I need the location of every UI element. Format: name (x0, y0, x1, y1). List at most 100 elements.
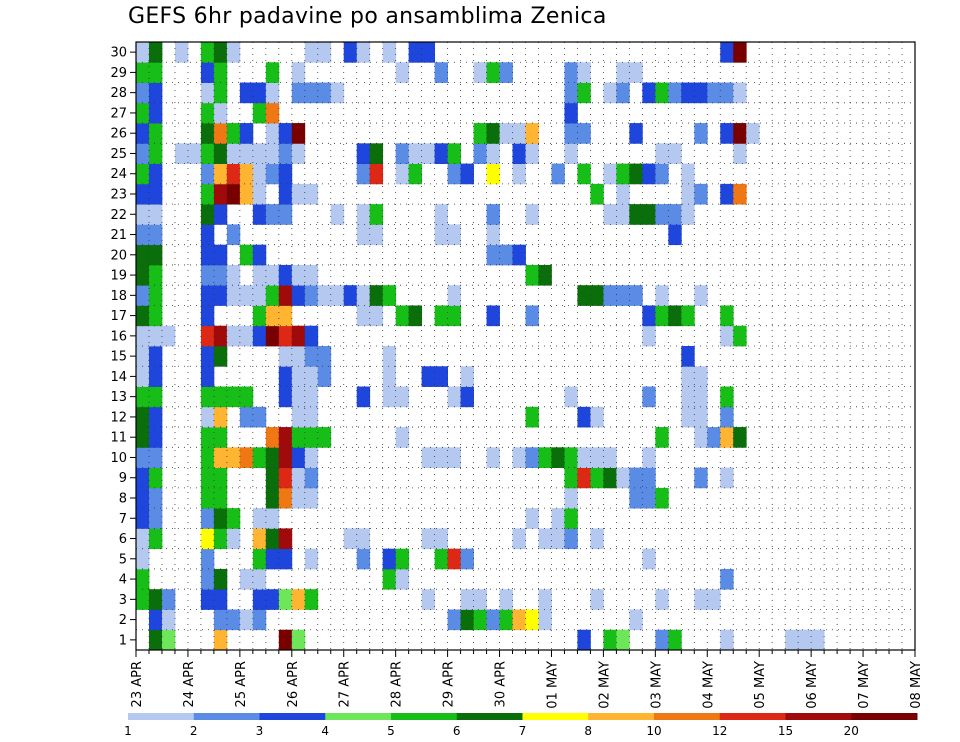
heatmap-cell (616, 163, 630, 185)
heatmap-cell (720, 325, 734, 347)
heatmap-cell (447, 305, 461, 327)
legend-threshold-label: 12 (712, 724, 727, 738)
heatmap-cell (252, 528, 267, 550)
heatmap-cell (200, 183, 215, 205)
heatmap-cell (148, 244, 163, 266)
heatmap-cell (395, 62, 410, 83)
heatmap-cell (265, 102, 280, 124)
heatmap-cell (148, 264, 163, 286)
heatmap-cell (200, 325, 215, 347)
heatmap-cell (252, 82, 267, 104)
heatmap-cell (564, 386, 578, 408)
heatmap-cell (200, 102, 215, 124)
x-tick-label: 27 APR (338, 661, 353, 707)
heatmap-cell (395, 163, 410, 185)
heatmap-cell (369, 305, 384, 327)
heatmap-cell (369, 224, 384, 246)
heatmap-cell (395, 548, 410, 570)
heatmap-cell (278, 487, 293, 509)
heatmap-cell (486, 244, 500, 266)
heatmap-cell (512, 528, 526, 550)
heatmap-cell (291, 589, 306, 610)
heatmap-cell (278, 427, 293, 448)
heatmap-cell (200, 447, 215, 468)
heatmap-cell (148, 589, 163, 610)
heatmap-cell (694, 427, 708, 448)
heatmap-cell (486, 609, 500, 631)
y-axis: 1234567891011121314151617181920212223242… (110, 46, 136, 648)
heatmap-cell (655, 163, 669, 185)
heatmap-cell (447, 386, 461, 408)
heatmap-cell (148, 487, 163, 509)
x-tick-label: 28 APR (390, 661, 405, 707)
heatmap-cell (564, 143, 578, 164)
heatmap-cell (187, 143, 202, 164)
heatmap-cell (707, 589, 721, 610)
heatmap-cell (720, 123, 734, 144)
heatmap-cell (291, 366, 306, 387)
x-tick-label: 05 MAY (753, 661, 768, 709)
y-tick-label: 29 (110, 66, 127, 81)
heatmap-cell (590, 447, 604, 468)
heatmap-cell (369, 285, 384, 306)
heatmap-cell (681, 366, 695, 387)
heatmap-cell (213, 487, 228, 509)
heatmap-cell (252, 447, 267, 468)
legend-color-swatch (719, 713, 786, 720)
heatmap-cell (590, 406, 604, 428)
heatmap-cell (291, 629, 306, 651)
heatmap-cell (655, 82, 669, 104)
heatmap-cell (486, 123, 500, 144)
heatmap-cell (499, 244, 513, 266)
heatmap-cell (252, 305, 267, 327)
heatmap-cell (148, 467, 163, 489)
heatmap-cell (213, 123, 228, 144)
x-tick-label: 03 MAY (649, 661, 664, 709)
heatmap-cell (265, 589, 280, 610)
heatmap-cell (720, 183, 734, 205)
heatmap-cell (213, 143, 228, 164)
heatmap-cell (252, 244, 267, 266)
heatmap-cell (291, 427, 306, 448)
heatmap-cell (512, 163, 526, 185)
heatmap-cell (304, 285, 319, 306)
heatmap-cell (148, 42, 163, 63)
heatmap-cell (642, 487, 656, 509)
heatmap-cell (603, 163, 617, 185)
y-tick-label: 20 (110, 248, 127, 263)
x-tick-label: 26 APR (286, 661, 301, 707)
heatmap-cell (278, 467, 293, 489)
heatmap-cell (486, 224, 500, 246)
y-tick-label: 23 (110, 188, 127, 203)
heatmap-cell (486, 305, 500, 327)
x-tick-label: 01 MAY (545, 661, 560, 709)
heatmap-cell (226, 285, 241, 306)
heatmap-cell (434, 62, 448, 83)
legend-color-swatch (325, 713, 392, 720)
heatmap-cell (681, 183, 695, 205)
y-tick-label: 25 (110, 147, 127, 162)
heatmap-cell (200, 528, 215, 550)
heatmap-cell (226, 325, 241, 347)
legend-threshold-label: 1 (124, 724, 132, 738)
heatmap-cell (200, 589, 215, 610)
heatmap-cell (213, 244, 228, 266)
heatmap-cell (694, 123, 708, 144)
heatmap-cell (213, 285, 228, 306)
heatmap-cell (356, 224, 371, 246)
heatmap-cell (707, 427, 721, 448)
heatmap-cell (200, 264, 215, 286)
heatmap-cell (629, 62, 643, 83)
heatmap-cell (239, 406, 254, 428)
heatmap-cell (148, 163, 163, 185)
legend-threshold-label: 15 (778, 724, 793, 738)
heatmap-cell (291, 264, 306, 286)
heatmap-cell (525, 264, 539, 286)
heatmap-cell (642, 447, 656, 468)
heatmap-cell (239, 609, 254, 631)
heatmap-cell (200, 42, 215, 63)
heatmap-cell (213, 568, 228, 590)
heatmap-cell (252, 264, 267, 286)
heatmap-cell (265, 305, 280, 327)
heatmap-cell (239, 163, 254, 185)
